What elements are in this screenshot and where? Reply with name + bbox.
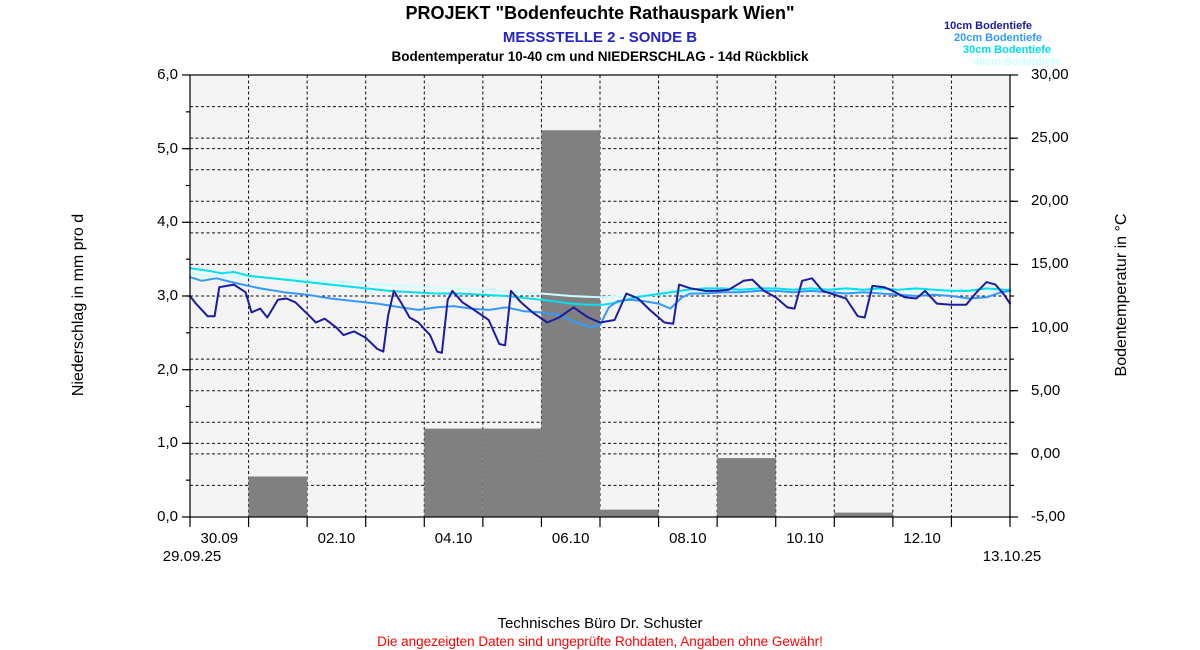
x-tick-label: 04.10 [434, 530, 473, 547]
y-left-tick-label: 2,0 [157, 360, 178, 378]
legend-item-20cm: 20cm Bodentiefe [953, 32, 1042, 44]
chart-sub-subtitle: Bodentemperatur 10-40 cm und NIEDERSCHLA… [391, 49, 809, 64]
y-right-tick-label: 20,00 [1031, 192, 1069, 210]
precip-bar [834, 512, 893, 517]
x-tick-label: 12.10 [903, 530, 941, 547]
legend-item-10cm: 10cm Bodentiefe [943, 20, 1032, 32]
x-tick-label: 30.09 [200, 530, 239, 547]
x-tick-label: 08.10 [669, 530, 707, 547]
x-start-date-label: 29.09.25 [162, 548, 222, 565]
precip-bar [482, 428, 542, 517]
x-end-date-label: 13.10.25 [982, 548, 1042, 565]
y-left-tick-label: 1,0 [157, 434, 178, 452]
x-tick-label: 10.10 [786, 530, 824, 547]
y-right-tick-label: -5,00 [1031, 508, 1066, 525]
footer-disclaimer: Die angezeigten Daten sind ungeprüfte Ro… [377, 634, 823, 649]
footer-company: Technisches Büro Dr. Schuster [497, 615, 703, 632]
precip-bar [600, 509, 659, 517]
precip-bar [541, 130, 600, 517]
legend: 10cm Bodentiefe 20cm Bodentiefe 30cm Bod… [943, 20, 1061, 68]
y-left-tick-label: 5,0 [157, 139, 178, 157]
y-right-tick-label: 0,00 [1031, 444, 1061, 462]
precip-bar [717, 458, 776, 517]
y-right-tick-label: 10,00 [1031, 318, 1069, 336]
y-right-axis-title: Bodentemperatur in °C [1113, 213, 1130, 377]
temp-line-10cm [189, 277, 1011, 354]
x-tick-label: 02.10 [317, 530, 356, 547]
y-right-tick-label: 5,00 [1031, 381, 1061, 399]
chart-subtitle: MESSSTELLE 2 - SONDE B [502, 29, 698, 46]
legend-item-40cm: 40cm Bodentiefe [972, 56, 1061, 68]
chart-title: PROJEKT "Bodenfeuchte Rathauspark Wien" [405, 3, 795, 23]
y-left-tick-label: 3,0 [157, 287, 178, 304]
precip-bar [248, 476, 308, 517]
y-left-tick-label: 6,0 [157, 66, 178, 83]
y-right-tick-label: 30,00 [1031, 66, 1069, 83]
y-left-tick-label: 4,0 [157, 213, 178, 231]
y-left-axis-title: Niederschlag in mm pro d [70, 213, 87, 397]
y-left-tick-label: 0,0 [157, 508, 178, 525]
legend-item-30cm: 30cm Bodentiefe [962, 44, 1051, 56]
x-tick-label: 06.10 [551, 530, 590, 547]
precip-bar [424, 428, 483, 517]
y-right-tick-label: 25,00 [1031, 129, 1069, 147]
y-right-tick-label: 15,00 [1031, 255, 1069, 273]
